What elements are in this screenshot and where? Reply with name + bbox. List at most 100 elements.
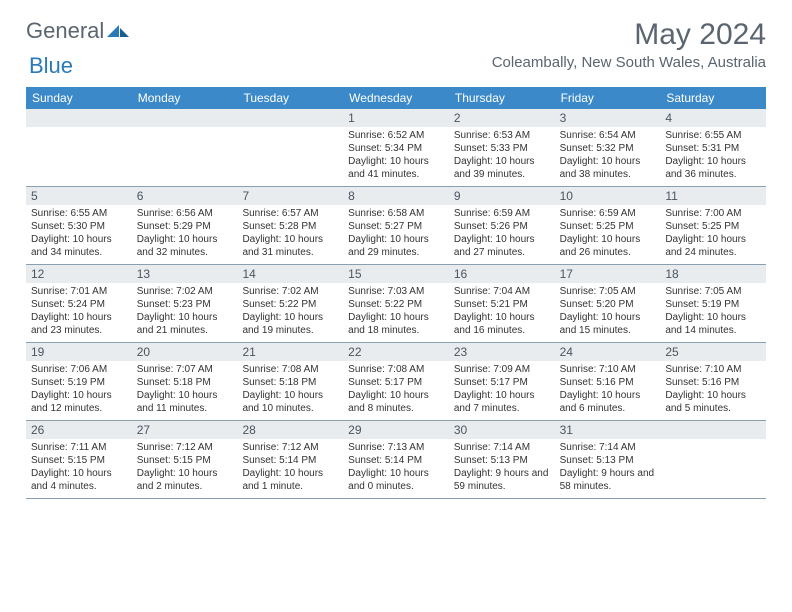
sunset: Sunset: 5:16 PM: [560, 376, 656, 389]
date-number-empty: [237, 109, 343, 127]
day-cell: 21Sunrise: 7:08 AMSunset: 5:18 PMDayligh…: [237, 343, 343, 420]
day-info: Sunrise: 7:11 AMSunset: 5:15 PMDaylight:…: [26, 439, 132, 498]
sunset: Sunset: 5:13 PM: [454, 454, 550, 467]
date-number: 5: [26, 187, 132, 205]
sunrise: Sunrise: 7:08 AM: [348, 363, 444, 376]
date-number: 20: [132, 343, 238, 361]
date-number-empty: [660, 421, 766, 439]
daylight: Daylight: 10 hours and 7 minutes.: [454, 389, 550, 415]
day-info: Sunrise: 6:55 AMSunset: 5:30 PMDaylight:…: [26, 205, 132, 264]
day-cell: 10Sunrise: 6:59 AMSunset: 5:25 PMDayligh…: [555, 187, 661, 264]
sunrise: Sunrise: 7:10 AM: [560, 363, 656, 376]
daylight: Daylight: 10 hours and 19 minutes.: [242, 311, 338, 337]
day-info: Sunrise: 7:02 AMSunset: 5:22 PMDaylight:…: [237, 283, 343, 342]
daylight: Daylight: 10 hours and 27 minutes.: [454, 233, 550, 259]
day-header: Monday: [132, 87, 238, 109]
day-info: Sunrise: 7:10 AMSunset: 5:16 PMDaylight:…: [660, 361, 766, 420]
daylight: Daylight: 10 hours and 36 minutes.: [665, 155, 761, 181]
sunset: Sunset: 5:13 PM: [560, 454, 656, 467]
sunset: Sunset: 5:15 PM: [31, 454, 127, 467]
sunset: Sunset: 5:18 PM: [137, 376, 233, 389]
date-number-empty: [132, 109, 238, 127]
date-number: 23: [449, 343, 555, 361]
sunrise: Sunrise: 6:59 AM: [454, 207, 550, 220]
sunrise: Sunrise: 7:02 AM: [242, 285, 338, 298]
day-cell: 26Sunrise: 7:11 AMSunset: 5:15 PMDayligh…: [26, 421, 132, 498]
calendar: SundayMondayTuesdayWednesdayThursdayFrid…: [26, 87, 766, 499]
sunset: Sunset: 5:16 PM: [665, 376, 761, 389]
week-row: 12Sunrise: 7:01 AMSunset: 5:24 PMDayligh…: [26, 265, 766, 343]
day-cell: 17Sunrise: 7:05 AMSunset: 5:20 PMDayligh…: [555, 265, 661, 342]
week-row: 5Sunrise: 6:55 AMSunset: 5:30 PMDaylight…: [26, 187, 766, 265]
day-info: Sunrise: 6:55 AMSunset: 5:31 PMDaylight:…: [660, 127, 766, 186]
sunset: Sunset: 5:33 PM: [454, 142, 550, 155]
day-cell: [132, 109, 238, 186]
day-header: Wednesday: [343, 87, 449, 109]
sunrise: Sunrise: 6:53 AM: [454, 129, 550, 142]
date-number: 29: [343, 421, 449, 439]
sunrise: Sunrise: 6:55 AM: [31, 207, 127, 220]
sunrise: Sunrise: 7:09 AM: [454, 363, 550, 376]
day-info: Sunrise: 7:08 AMSunset: 5:18 PMDaylight:…: [237, 361, 343, 420]
daylight: Daylight: 10 hours and 8 minutes.: [348, 389, 444, 415]
daylight: Daylight: 10 hours and 1 minute.: [242, 467, 338, 493]
sunrise: Sunrise: 7:12 AM: [242, 441, 338, 454]
date-number: 10: [555, 187, 661, 205]
daylight: Daylight: 10 hours and 6 minutes.: [560, 389, 656, 415]
day-info: Sunrise: 7:04 AMSunset: 5:21 PMDaylight:…: [449, 283, 555, 342]
daylight: Daylight: 10 hours and 21 minutes.: [137, 311, 233, 337]
day-info: Sunrise: 7:07 AMSunset: 5:18 PMDaylight:…: [132, 361, 238, 420]
day-cell: [237, 109, 343, 186]
day-cell: 2Sunrise: 6:53 AMSunset: 5:33 PMDaylight…: [449, 109, 555, 186]
daylight: Daylight: 10 hours and 31 minutes.: [242, 233, 338, 259]
day-header: Thursday: [449, 87, 555, 109]
logo-text-2: Blue: [29, 53, 73, 79]
day-cell: 5Sunrise: 6:55 AMSunset: 5:30 PMDaylight…: [26, 187, 132, 264]
month-title: May 2024: [492, 18, 766, 52]
date-number: 26: [26, 421, 132, 439]
day-info: Sunrise: 7:09 AMSunset: 5:17 PMDaylight:…: [449, 361, 555, 420]
date-number: 18: [660, 265, 766, 283]
day-cell: 28Sunrise: 7:12 AMSunset: 5:14 PMDayligh…: [237, 421, 343, 498]
day-cell: 13Sunrise: 7:02 AMSunset: 5:23 PMDayligh…: [132, 265, 238, 342]
date-number: 11: [660, 187, 766, 205]
sunrise: Sunrise: 7:11 AM: [31, 441, 127, 454]
day-info: Sunrise: 7:13 AMSunset: 5:14 PMDaylight:…: [343, 439, 449, 498]
sunset: Sunset: 5:15 PM: [137, 454, 233, 467]
week-row: 26Sunrise: 7:11 AMSunset: 5:15 PMDayligh…: [26, 421, 766, 499]
sunset: Sunset: 5:25 PM: [560, 220, 656, 233]
day-info: Sunrise: 6:56 AMSunset: 5:29 PMDaylight:…: [132, 205, 238, 264]
sunrise: Sunrise: 7:07 AM: [137, 363, 233, 376]
date-number: 4: [660, 109, 766, 127]
sunset: Sunset: 5:18 PM: [242, 376, 338, 389]
date-number: 16: [449, 265, 555, 283]
day-info: Sunrise: 6:59 AMSunset: 5:26 PMDaylight:…: [449, 205, 555, 264]
daylight: Daylight: 10 hours and 16 minutes.: [454, 311, 550, 337]
date-number: 24: [555, 343, 661, 361]
day-cell: 29Sunrise: 7:13 AMSunset: 5:14 PMDayligh…: [343, 421, 449, 498]
date-number: 2: [449, 109, 555, 127]
day-cell: 3Sunrise: 6:54 AMSunset: 5:32 PMDaylight…: [555, 109, 661, 186]
date-number: 28: [237, 421, 343, 439]
sunset: Sunset: 5:24 PM: [31, 298, 127, 311]
date-number: 22: [343, 343, 449, 361]
sunrise: Sunrise: 7:13 AM: [348, 441, 444, 454]
weeks-container: 1Sunrise: 6:52 AMSunset: 5:34 PMDaylight…: [26, 109, 766, 499]
day-info: Sunrise: 7:02 AMSunset: 5:23 PMDaylight:…: [132, 283, 238, 342]
day-info: Sunrise: 7:08 AMSunset: 5:17 PMDaylight:…: [343, 361, 449, 420]
sunrise: Sunrise: 7:06 AM: [31, 363, 127, 376]
day-cell: 27Sunrise: 7:12 AMSunset: 5:15 PMDayligh…: [132, 421, 238, 498]
day-cell: 7Sunrise: 6:57 AMSunset: 5:28 PMDaylight…: [237, 187, 343, 264]
day-cell: 22Sunrise: 7:08 AMSunset: 5:17 PMDayligh…: [343, 343, 449, 420]
sunrise: Sunrise: 7:01 AM: [31, 285, 127, 298]
location: Coleambally, New South Wales, Australia: [492, 54, 766, 71]
daylight: Daylight: 10 hours and 11 minutes.: [137, 389, 233, 415]
day-info: Sunrise: 6:52 AMSunset: 5:34 PMDaylight:…: [343, 127, 449, 186]
sunset: Sunset: 5:34 PM: [348, 142, 444, 155]
daylight: Daylight: 10 hours and 29 minutes.: [348, 233, 444, 259]
sunset: Sunset: 5:32 PM: [560, 142, 656, 155]
day-info: Sunrise: 7:14 AMSunset: 5:13 PMDaylight:…: [449, 439, 555, 498]
date-number: 6: [132, 187, 238, 205]
day-cell: 12Sunrise: 7:01 AMSunset: 5:24 PMDayligh…: [26, 265, 132, 342]
sunset: Sunset: 5:21 PM: [454, 298, 550, 311]
